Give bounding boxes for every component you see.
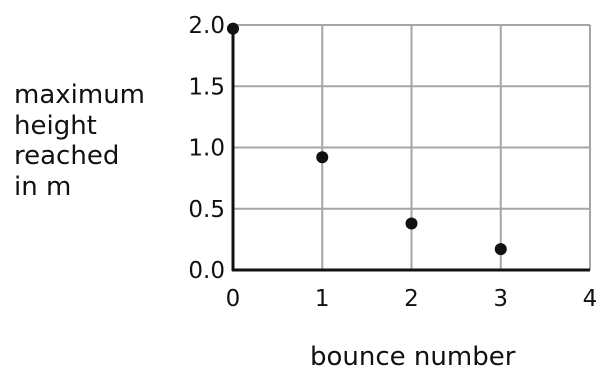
y-axis-label-line: in m (14, 172, 145, 203)
y-tick-label: 1.0 (188, 136, 225, 162)
y-axis-label-line: maximum (14, 80, 145, 111)
y-axis-label-line: reached (14, 141, 145, 172)
y-tick-label: 2.0 (188, 13, 225, 39)
data-point (406, 217, 418, 229)
y-tick-label: 0.0 (188, 258, 225, 284)
grid-lines (233, 25, 590, 270)
y-tick-labels: 0.0 0.5 1.0 1.5 2.0 (188, 13, 225, 284)
y-axis-label: maximum height reached in m (14, 80, 145, 202)
x-tick-label: 3 (493, 286, 508, 312)
x-tick-labels: 0 1 2 3 4 (226, 286, 598, 312)
x-tick-label: 1 (315, 286, 330, 312)
x-axis-label: bounce number (310, 342, 515, 372)
x-tick-label: 2 (404, 286, 419, 312)
data-point (495, 243, 507, 255)
x-tick-label: 0 (226, 286, 241, 312)
data-point (227, 23, 239, 35)
y-tick-label: 1.5 (188, 74, 225, 100)
data-points (227, 23, 507, 256)
y-tick-label: 0.5 (188, 197, 225, 223)
data-point (316, 151, 328, 163)
x-tick-label: 4 (583, 286, 598, 312)
y-axis-label-line: height (14, 111, 145, 142)
